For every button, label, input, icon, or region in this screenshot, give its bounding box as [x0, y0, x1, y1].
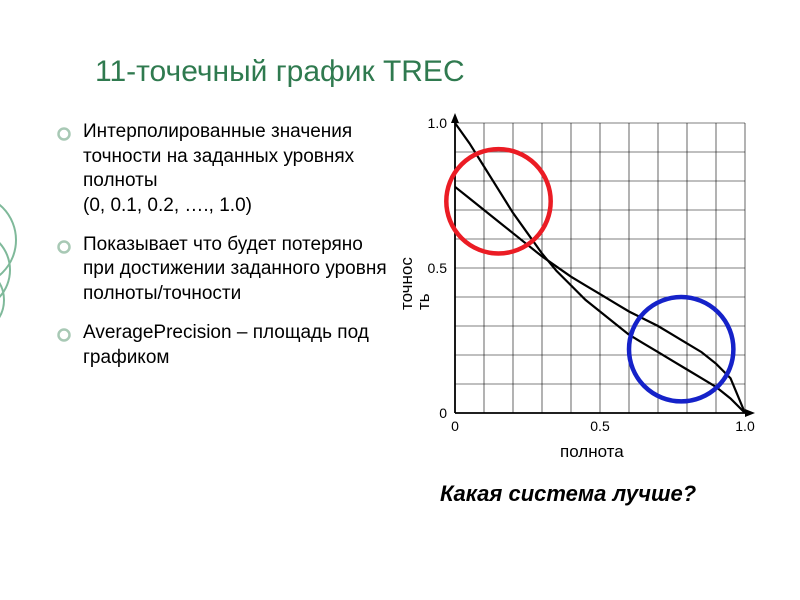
question-text: Какая система лучше?: [440, 480, 696, 508]
bullet-ring-icon: [55, 327, 73, 343]
svg-text:0.5: 0.5: [428, 260, 448, 276]
svg-text:1.0: 1.0: [428, 115, 448, 131]
list-item: AveragePrecision – площадь под графиком: [55, 321, 395, 370]
precision-recall-chart: 0 0.5 1.0 0 0.5 1.0: [400, 108, 770, 468]
bullet-ring-icon: [55, 126, 73, 142]
svg-text:0: 0: [451, 418, 459, 434]
svg-text:0: 0: [439, 405, 447, 421]
bullet-text: AveragePrecision – площадь под графиком: [83, 321, 395, 370]
list-item: Показывает что будет потеряно при достиж…: [55, 233, 395, 307]
svg-text:0.5: 0.5: [590, 418, 610, 434]
list-item: Интерполированные значения точности на з…: [55, 120, 395, 219]
bullet-list: Интерполированные значения точности на з…: [55, 120, 395, 384]
svg-text:1.0: 1.0: [735, 418, 755, 434]
decor-swirl: [0, 200, 40, 400]
bullet-ring-icon: [55, 239, 73, 255]
slide-title: 11-точечный график TREC: [95, 55, 465, 89]
bullet-text: Интерполированные значения точности на з…: [83, 120, 395, 219]
bullet-text: Показывает что будет потеряно при достиж…: [83, 233, 395, 307]
